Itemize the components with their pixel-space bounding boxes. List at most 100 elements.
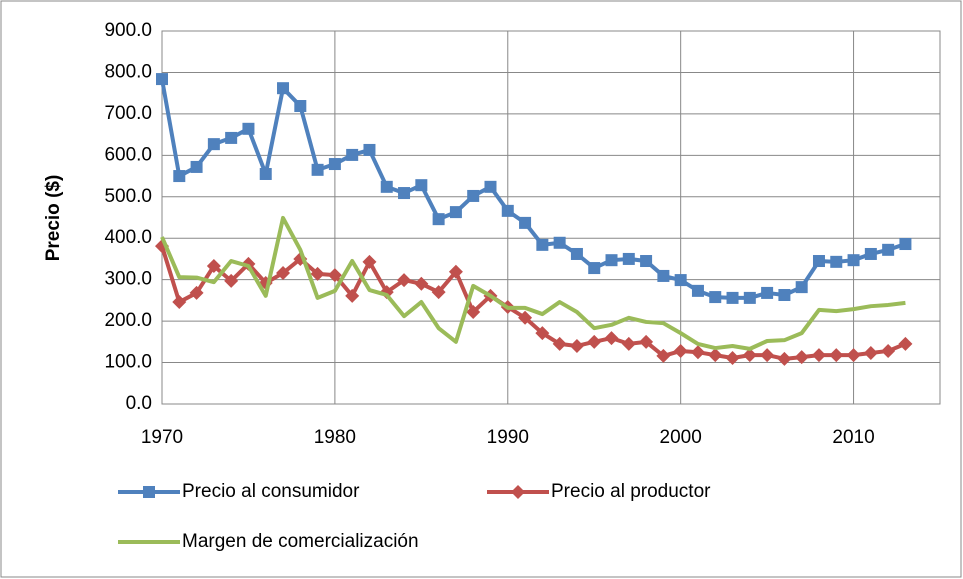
data-point [795,281,808,294]
data-point [812,255,825,268]
data-point [398,187,411,200]
data-point [310,266,325,281]
x-tick-label: 1990 [487,427,529,448]
data-point [207,138,220,151]
data-point [588,262,601,275]
data-point [415,179,428,192]
data-point [225,131,238,144]
data-point [846,348,861,363]
data-point [380,180,393,193]
legend-marker [143,486,155,498]
data-point [397,273,412,288]
data-point [690,345,705,360]
data-point [622,252,635,265]
data-point [501,204,514,217]
data-point [536,238,549,251]
data-point [345,288,360,303]
data-point [432,213,445,226]
data-point [294,100,307,113]
legend-label: Precio al productor [551,481,711,502]
data-point [656,348,671,363]
data-point [898,336,913,351]
data-point [899,238,912,251]
y-tick-label: 800.0 [104,61,152,82]
data-point [830,255,843,268]
data-point [466,304,481,319]
data-point [311,163,324,176]
data-point [847,254,860,267]
x-tick-label: 1980 [314,427,356,448]
data-point [778,289,791,302]
data-point [535,326,550,341]
y-axis-label: Precio ($) [43,175,64,262]
data-point [881,343,896,358]
series-line [160,215,906,351]
data-point [448,264,463,279]
data-point [328,158,341,171]
x-tick-label: 1970 [141,427,183,448]
data-point [190,160,203,173]
data-point [242,122,255,135]
data-point [691,284,704,297]
data-point [173,170,186,183]
y-tick-label: 600.0 [104,144,152,165]
y-tick-label: 200.0 [104,310,152,331]
data-point [673,343,688,358]
data-point [777,351,792,366]
legend-label: Margen de comercialización [182,531,419,552]
data-point [794,350,809,365]
data-point [569,338,584,353]
legend-label: Precio al consumidor [182,481,360,502]
data-point [467,189,480,202]
data-point [864,247,877,260]
y-tick-label: 500.0 [104,186,152,207]
data-point [277,82,290,95]
data-point [725,350,740,365]
data-point [189,285,204,300]
data-point [553,236,566,249]
data-point [172,295,187,310]
data-point [518,310,533,325]
data-point [414,276,429,291]
data-point [639,334,654,349]
data-point [674,274,687,287]
data-point [519,216,532,229]
data-point [431,285,446,300]
data-point [708,348,723,363]
data-point [761,286,774,299]
y-tick-label: 300.0 [104,269,152,290]
y-tick-label: 100.0 [104,352,152,373]
data-point [742,348,757,363]
data-point [882,243,895,256]
data-point [362,254,377,269]
data-point [224,273,239,288]
data-point [570,247,583,260]
data-point [640,255,653,268]
data-point [726,291,739,304]
legend-marker [511,485,525,499]
data-point [484,180,497,193]
data-point [346,148,359,161]
y-tick-label: 400.0 [104,227,152,248]
data-point [363,143,376,156]
data-point [621,336,636,351]
data-point [760,348,775,363]
data-point [156,73,168,86]
data-point [449,206,462,219]
data-point [276,266,291,281]
y-tick-label: 900.0 [104,20,152,41]
data-point [811,348,826,363]
data-point [259,167,272,180]
x-tick-label: 2000 [660,427,702,448]
data-point [863,346,878,361]
y-tick-label: 0.0 [126,393,152,414]
plot-border [161,30,941,405]
data-point [327,268,342,283]
data-point [206,258,221,273]
data-point [829,348,844,363]
data-point [552,336,567,351]
data-point [743,291,756,304]
data-point [587,334,602,349]
data-point [709,291,722,304]
